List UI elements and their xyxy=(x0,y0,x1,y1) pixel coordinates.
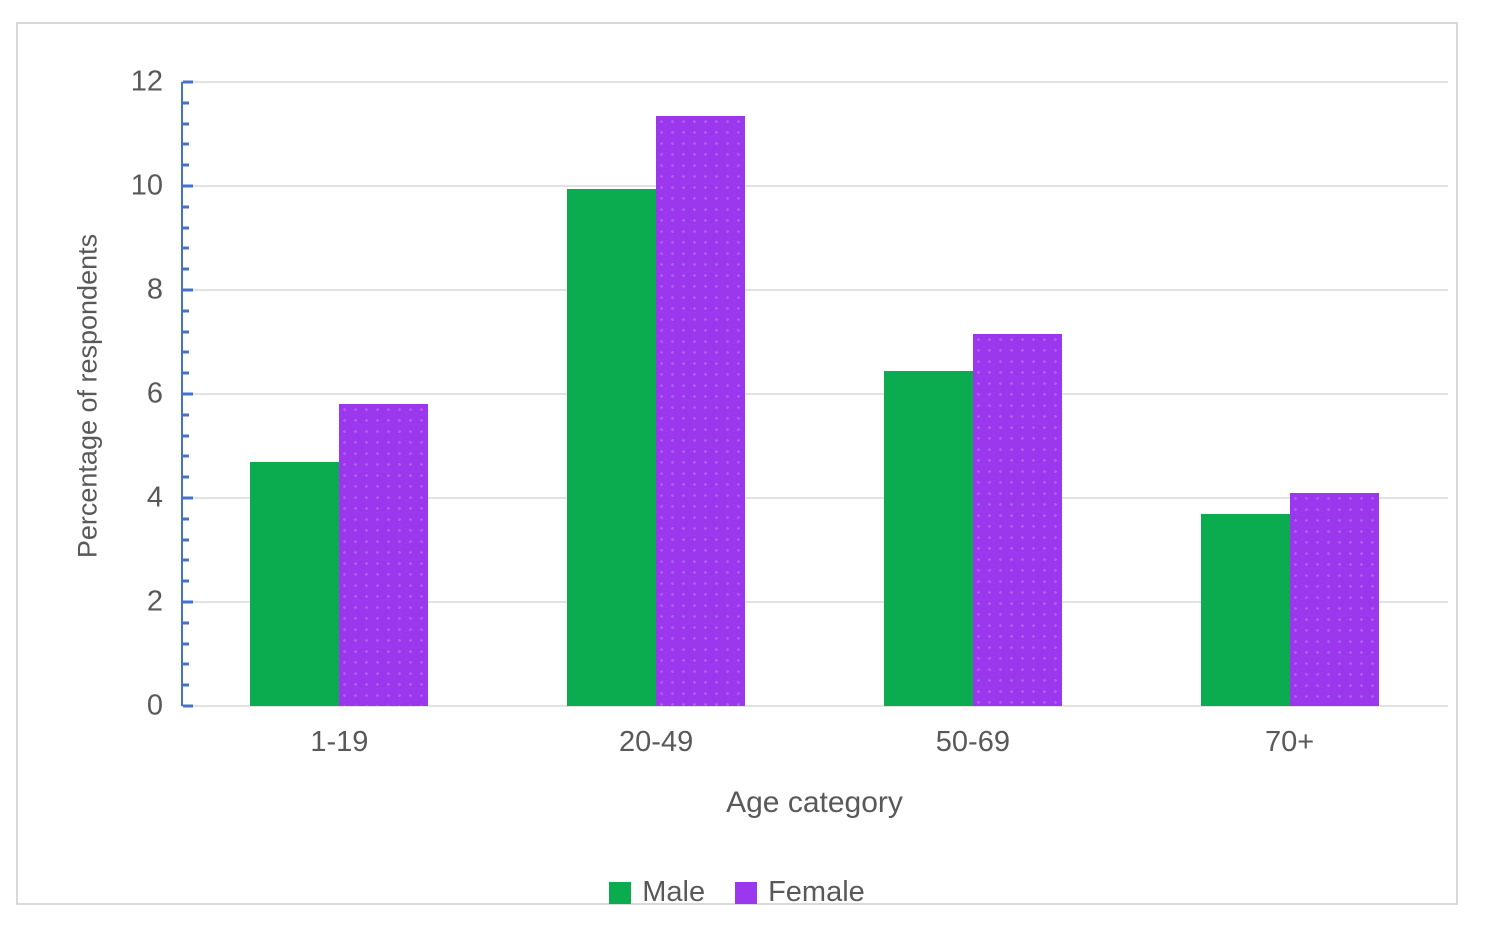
minor-tick xyxy=(183,142,189,146)
x-category-label-70+: 70+ xyxy=(1265,726,1315,758)
bar-male-70+ xyxy=(1200,513,1290,706)
x-category-labels: 1-19 20-49 50-69 70+ xyxy=(181,726,1448,759)
legend: Male Female xyxy=(18,876,1456,909)
x-category-label-1-19: 1-19 xyxy=(310,726,369,758)
minor-tick xyxy=(183,309,189,313)
minor-tick xyxy=(183,517,189,521)
gridline-12 xyxy=(181,81,1448,83)
minor-tick xyxy=(183,267,189,271)
minor-tick xyxy=(183,642,189,646)
bar-female-50-69 xyxy=(972,334,1062,706)
y-axis-line xyxy=(181,80,193,708)
bar-group-20-49 xyxy=(498,82,815,706)
major-tick xyxy=(183,288,193,292)
legend-entry-female: Female xyxy=(735,876,865,909)
bar-group-50-69 xyxy=(815,82,1132,706)
minor-tick xyxy=(183,246,189,250)
x-axis-title: Age category xyxy=(726,786,903,819)
minor-tick xyxy=(183,226,189,230)
minor-tick xyxy=(183,413,189,417)
minor-tick xyxy=(183,330,189,334)
y-tick-labels: 0 2 4 6 8 10 12 xyxy=(73,67,163,720)
minor-tick xyxy=(183,350,189,354)
major-tick xyxy=(183,184,193,188)
minor-tick xyxy=(183,662,189,666)
bar-male-50-69 xyxy=(883,370,973,706)
minor-tick xyxy=(183,371,189,375)
bar-male-20-49 xyxy=(567,188,657,706)
minor-tick xyxy=(183,122,189,126)
bar-male-1-19 xyxy=(250,461,340,706)
plot-area xyxy=(181,80,1448,708)
chart-frame: Percentage of respondents 0 2 4 6 8 10 12 1-19… xyxy=(16,22,1458,908)
minor-tick xyxy=(183,454,189,458)
bar-group-1-19 xyxy=(181,82,498,706)
y-tick-label-4: 4 xyxy=(146,481,163,514)
gridline-4 xyxy=(181,497,1448,499)
minor-tick xyxy=(183,101,189,105)
y-tick-label-8: 8 xyxy=(146,273,163,306)
y-tick-label-6: 6 xyxy=(146,377,163,410)
bar-female-20-49 xyxy=(656,115,746,706)
y-tick-label-10: 10 xyxy=(130,169,163,202)
bars-layer xyxy=(181,82,1448,706)
minor-tick xyxy=(183,163,189,167)
bar-female-70+ xyxy=(1289,492,1379,706)
legend-label-female: Female xyxy=(768,876,865,908)
legend-swatch-male xyxy=(609,881,632,904)
minor-tick xyxy=(183,579,189,583)
legend-swatch-female xyxy=(735,881,758,904)
gridline-0 xyxy=(181,705,1448,707)
x-category-label-50-69: 50-69 xyxy=(935,726,1010,758)
minor-tick xyxy=(183,475,189,479)
y-tick-label-2: 2 xyxy=(146,585,163,618)
major-tick xyxy=(183,80,193,84)
x-category-label-20-49: 20-49 xyxy=(619,726,694,758)
gridline-8 xyxy=(181,289,1448,291)
minor-tick xyxy=(183,621,189,625)
y-tick-label-0: 0 xyxy=(146,689,163,722)
bar-group-70+ xyxy=(1131,82,1448,706)
minor-tick xyxy=(183,558,189,562)
minor-tick xyxy=(183,538,189,542)
major-tick xyxy=(183,392,193,396)
gridline-10 xyxy=(181,185,1448,187)
minor-tick xyxy=(183,434,189,438)
y-tick-label-12: 12 xyxy=(130,65,163,98)
legend-entry-male: Male xyxy=(609,876,705,909)
major-tick xyxy=(183,496,193,500)
bar-female-1-19 xyxy=(339,404,429,706)
minor-tick xyxy=(183,683,189,687)
major-tick xyxy=(183,600,193,604)
gridline-2 xyxy=(181,601,1448,603)
minor-tick xyxy=(183,205,189,209)
gridline-6 xyxy=(181,393,1448,395)
legend-label-male: Male xyxy=(642,876,706,908)
major-tick xyxy=(183,704,193,708)
